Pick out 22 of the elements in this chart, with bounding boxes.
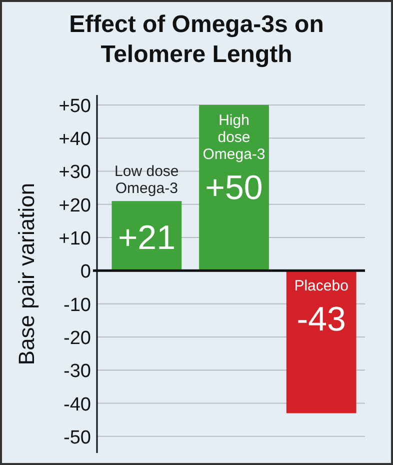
y-tick-label: +50	[58, 96, 91, 117]
x-tick-label: Placebo	[294, 278, 348, 295]
y-tick-label: +20	[58, 195, 91, 216]
bar	[286, 270, 356, 414]
data-label: -43	[296, 300, 346, 339]
bar	[112, 201, 182, 271]
y-tick-label: +10	[58, 228, 91, 250]
y-tick-label: -10	[64, 294, 91, 316]
x-tick-label: Low dose Omega-3	[114, 163, 179, 198]
y-axis-title: Base pair variation	[14, 182, 39, 366]
y-tick-label: 0	[80, 262, 91, 283]
data-label: +50	[205, 168, 263, 207]
y-tick-label: -50	[64, 427, 91, 448]
y-tick-label: -30	[64, 361, 91, 382]
x-tick-label: High dose Omega-3	[202, 112, 266, 163]
data-label: +21	[118, 218, 176, 257]
chart-title: Effect of Omega-3s on Telomere Length	[69, 11, 324, 68]
bar	[199, 104, 269, 271]
y-tick-label: +30	[58, 162, 91, 184]
y-tick-label: +40	[58, 129, 91, 150]
y-tick-label: -20	[64, 328, 91, 349]
y-tick-label: -40	[64, 394, 91, 416]
